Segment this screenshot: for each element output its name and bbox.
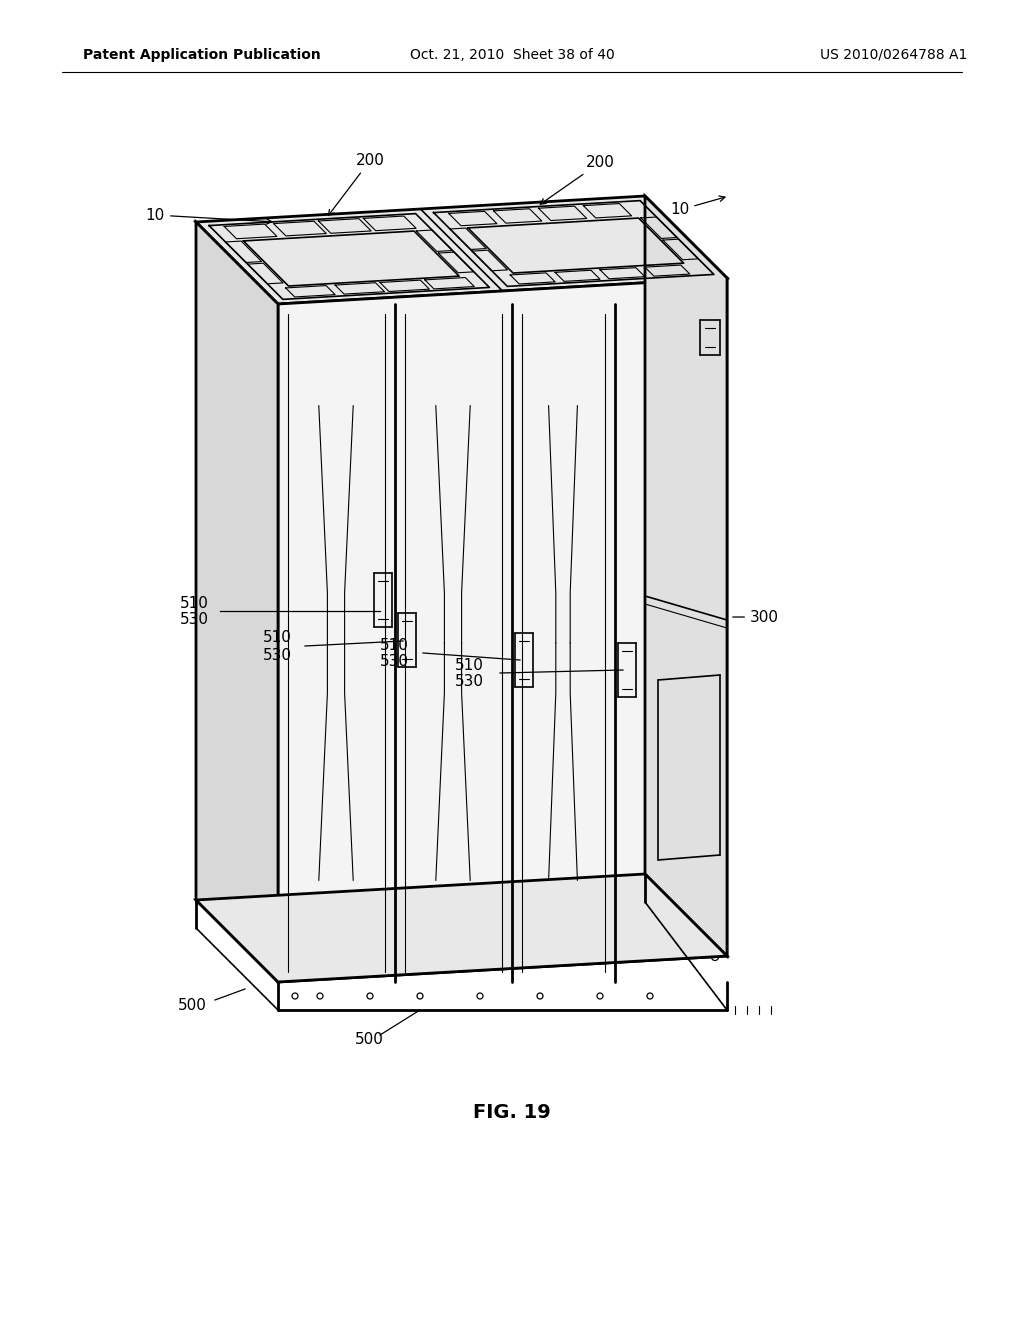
Text: 10: 10 (145, 207, 271, 224)
Polygon shape (196, 874, 727, 982)
Text: 510: 510 (263, 631, 292, 645)
Text: 530: 530 (263, 648, 292, 663)
Polygon shape (196, 195, 727, 304)
Text: 300: 300 (733, 610, 779, 624)
Text: Patent Application Publication: Patent Application Publication (83, 48, 321, 62)
Polygon shape (645, 195, 727, 956)
Polygon shape (278, 279, 727, 982)
Text: 530: 530 (455, 675, 484, 689)
Text: 530: 530 (380, 655, 409, 669)
Text: 200: 200 (329, 153, 384, 215)
Text: Oct. 21, 2010  Sheet 38 of 40: Oct. 21, 2010 Sheet 38 of 40 (410, 48, 614, 62)
Text: FIG. 19: FIG. 19 (473, 1104, 551, 1122)
Text: 530: 530 (180, 612, 209, 627)
Text: 10: 10 (670, 195, 725, 218)
Text: 200: 200 (541, 154, 614, 205)
Text: 510: 510 (180, 595, 209, 610)
Text: 510: 510 (455, 657, 484, 672)
Text: 500: 500 (355, 1032, 384, 1048)
Text: US 2010/0264788 A1: US 2010/0264788 A1 (820, 48, 968, 62)
Text: 510: 510 (380, 638, 409, 652)
Polygon shape (196, 222, 278, 982)
Text: 500: 500 (178, 998, 207, 1012)
